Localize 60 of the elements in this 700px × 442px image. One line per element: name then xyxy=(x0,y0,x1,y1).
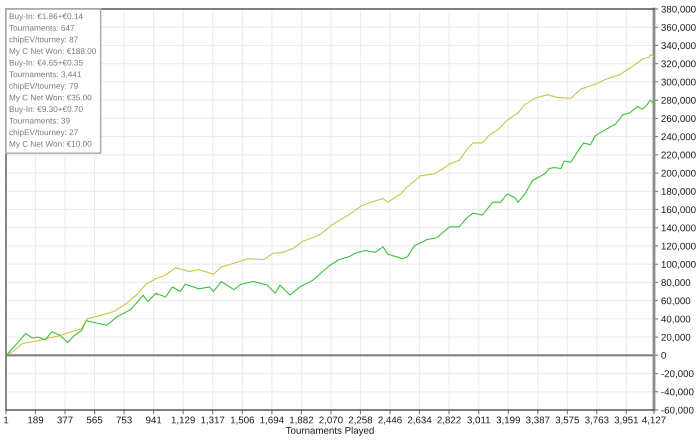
y-tick-label: 340,000 xyxy=(661,42,696,50)
annotation: My C Net Won: €188.00 xyxy=(10,48,96,56)
y-tick-label: 100,000 xyxy=(662,260,696,269)
x-tick-label: 1,129 xyxy=(172,416,195,425)
x-tick-label: 377 xyxy=(57,416,73,424)
y-tick-label: 200,000 xyxy=(661,170,696,178)
x-axis-title: Tournaments Played xyxy=(286,426,374,436)
y-tick-label: -40,000 xyxy=(661,388,694,397)
y-tick-label: 20,000 xyxy=(661,334,690,342)
x-tick-label: 1,694 xyxy=(260,416,284,425)
y-tick-label: 220,000 xyxy=(661,152,696,160)
x-tick-label: 1,317 xyxy=(201,416,224,425)
annotation: My C Net Won: €35.00 xyxy=(10,94,92,102)
x-tick-label: 2,258 xyxy=(348,416,372,425)
x-tick-label: 3,387 xyxy=(526,416,550,425)
y-tick-label: 140,000 xyxy=(662,224,696,232)
x-tick-label: 1,882 xyxy=(290,416,314,425)
y-tick-label: 40,000 xyxy=(661,316,690,324)
x-tick-label: 3,763 xyxy=(585,416,609,425)
annotation: Buy-In: €9.30+€0.70 xyxy=(10,106,83,114)
x-tick-label: 2,446 xyxy=(378,416,402,425)
annotation: chipEV/tourney: 27 xyxy=(9,129,78,137)
y-tick-label: 60,000 xyxy=(661,297,690,306)
x-tick-label: 565 xyxy=(86,416,102,424)
y-tick-label: 260,000 xyxy=(661,115,696,124)
y-tick-label: 320,000 xyxy=(661,60,696,68)
annotation: Tournaments: 39 xyxy=(9,118,70,124)
x-tick-label: 3,575 xyxy=(556,416,580,425)
x-tick-label: 1,506 xyxy=(230,416,254,425)
y-tick-label: 380,000 xyxy=(661,6,696,14)
x-tick-label: 3,199 xyxy=(496,416,520,425)
line-series xyxy=(6,54,654,356)
annotation: Buy-In: €4.65+€0.35 xyxy=(10,60,83,68)
y-tick-label: 80,000 xyxy=(661,279,690,288)
annotation: Tournaments: 3,441 xyxy=(9,71,82,78)
x-tick-label: 3,011 xyxy=(467,416,490,425)
y-tick-label: -60,000 xyxy=(661,406,694,415)
y-tick-label: 160,000 xyxy=(662,206,696,214)
x-tick-label: 2,634 xyxy=(408,416,432,425)
annotation: chipEV/tourney: 87 xyxy=(9,36,78,44)
y-tick-label: 0 xyxy=(661,352,666,359)
y-tick-label: 180,000 xyxy=(662,188,696,196)
annotation: My C Net Won: €10.00 xyxy=(10,140,92,148)
x-tick-label: 753 xyxy=(116,416,132,424)
x-tick-label: 2,822 xyxy=(437,416,461,425)
annotation: Buy-In: €1.86+€0.14 xyxy=(10,13,83,21)
x-tick-label: 4,127 xyxy=(642,416,666,425)
x-tick-label: 941 xyxy=(146,416,162,424)
annotation: Tournaments: 647 xyxy=(9,24,74,31)
y-tick-label: 120,000 xyxy=(662,242,696,251)
y-tick-label: -20,000 xyxy=(661,370,694,378)
y-tick-label: 300,000 xyxy=(661,78,696,87)
x-tick-label: 1 xyxy=(4,416,8,424)
x-tick-label: 3,951 xyxy=(614,416,638,425)
y-tick-label: 240,000 xyxy=(661,133,696,142)
y-tick-label: 360,000 xyxy=(661,24,696,32)
x-tick-label: 2,070 xyxy=(319,416,343,425)
y-tick-label: 280,000 xyxy=(661,96,696,105)
x-tick-label: 189 xyxy=(28,416,44,424)
annotation: chipEV/tourney: 79 xyxy=(9,82,78,90)
